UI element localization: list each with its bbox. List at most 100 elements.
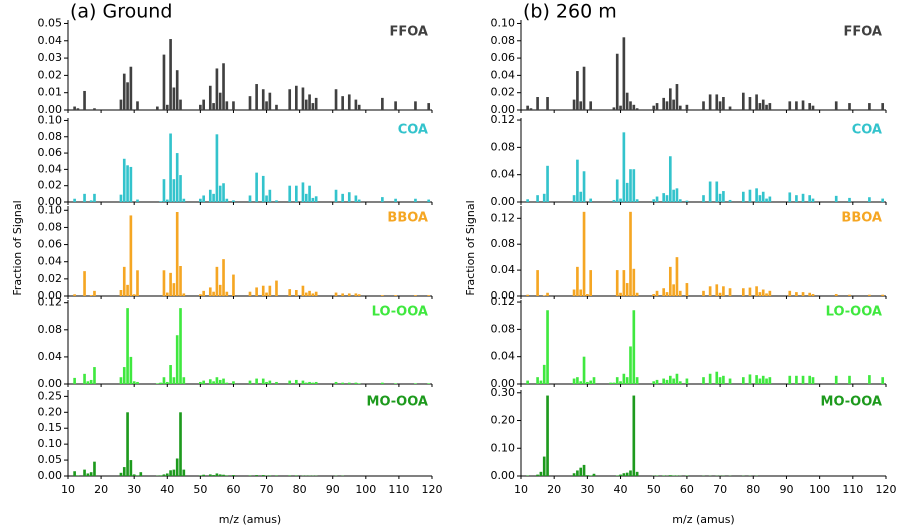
bar xyxy=(668,475,672,476)
bar xyxy=(536,270,539,296)
bar xyxy=(546,165,549,202)
bar xyxy=(728,199,732,202)
y-tick-label: 0.08 xyxy=(38,220,63,233)
panel-label: COA xyxy=(852,123,882,138)
bar xyxy=(139,472,143,476)
bar xyxy=(722,375,725,384)
bar xyxy=(572,378,576,384)
bar xyxy=(334,189,338,202)
bar xyxy=(808,195,812,202)
bar xyxy=(427,295,431,296)
bar xyxy=(808,375,812,384)
bar xyxy=(175,153,179,202)
bar xyxy=(629,211,632,296)
bar xyxy=(86,473,90,476)
y-tick-label: 0.12 xyxy=(491,211,516,224)
bar xyxy=(93,290,96,296)
y-tick-label: 0.02 xyxy=(38,272,63,285)
bar xyxy=(261,378,265,384)
bar xyxy=(199,294,202,296)
x-tick-label: 60 xyxy=(680,483,694,496)
bar xyxy=(526,294,529,296)
bar xyxy=(275,104,278,110)
bar xyxy=(761,191,765,202)
x-tick-label: 20 xyxy=(94,483,108,496)
bar xyxy=(881,377,885,384)
bar xyxy=(261,285,265,296)
bar xyxy=(232,475,235,476)
bar xyxy=(589,198,593,202)
bar xyxy=(199,381,202,384)
bar xyxy=(808,292,812,296)
bar xyxy=(529,108,533,110)
bar xyxy=(579,191,583,202)
bar xyxy=(175,212,179,296)
bar xyxy=(629,470,632,476)
bar xyxy=(702,290,705,296)
bar xyxy=(93,461,96,476)
bar xyxy=(232,101,235,110)
bar xyxy=(414,198,417,202)
bar xyxy=(394,101,397,110)
bar xyxy=(76,475,80,476)
bar xyxy=(255,287,258,296)
bar xyxy=(536,97,539,110)
bar xyxy=(414,101,417,110)
y-tick-label: 0.12 xyxy=(491,295,516,308)
bar xyxy=(73,198,76,202)
bar xyxy=(572,195,576,202)
y-tick-label: 0.04 xyxy=(491,350,516,363)
bar xyxy=(126,412,129,476)
x-tick-label: 50 xyxy=(647,483,661,496)
bar xyxy=(354,99,358,110)
y-tick-label: 0.15 xyxy=(38,421,63,434)
bar xyxy=(255,378,258,384)
bar xyxy=(215,266,219,296)
bar xyxy=(708,181,712,202)
bar xyxy=(295,290,298,296)
bar xyxy=(222,378,225,384)
bar xyxy=(248,96,252,110)
bar xyxy=(136,475,139,476)
bar xyxy=(172,377,176,384)
bar xyxy=(526,380,529,384)
bar xyxy=(314,196,318,202)
bar xyxy=(635,199,639,202)
bar xyxy=(225,382,229,384)
bar xyxy=(655,103,659,110)
y-tick-label: 0.00 xyxy=(38,195,63,208)
bar xyxy=(308,290,311,296)
panel-label: LO-OOA xyxy=(372,305,428,320)
bar xyxy=(652,381,656,384)
bar xyxy=(381,295,384,296)
bar xyxy=(83,90,86,110)
bar xyxy=(222,183,225,202)
bar xyxy=(301,285,305,296)
x-tick-label: 120 xyxy=(422,483,443,496)
bar xyxy=(702,101,705,110)
bar xyxy=(136,381,139,384)
bar xyxy=(539,471,543,476)
bar xyxy=(635,471,639,476)
bar xyxy=(586,475,589,476)
x-tick-label: 10 xyxy=(61,483,75,496)
bar xyxy=(341,193,344,202)
bar xyxy=(632,310,636,384)
bar xyxy=(311,293,315,296)
bar xyxy=(741,191,745,202)
bar xyxy=(268,285,272,296)
bar xyxy=(225,291,229,296)
chart-title: (a) Ground xyxy=(70,1,172,23)
bar xyxy=(765,293,768,296)
x-tick-label: 50 xyxy=(193,483,207,496)
bar xyxy=(225,101,229,110)
bar xyxy=(761,99,765,110)
bar xyxy=(635,108,639,110)
bar xyxy=(589,270,593,296)
bar xyxy=(722,97,725,110)
bar xyxy=(741,288,745,296)
bar xyxy=(261,475,265,476)
bar xyxy=(619,292,622,296)
bar xyxy=(708,286,712,296)
